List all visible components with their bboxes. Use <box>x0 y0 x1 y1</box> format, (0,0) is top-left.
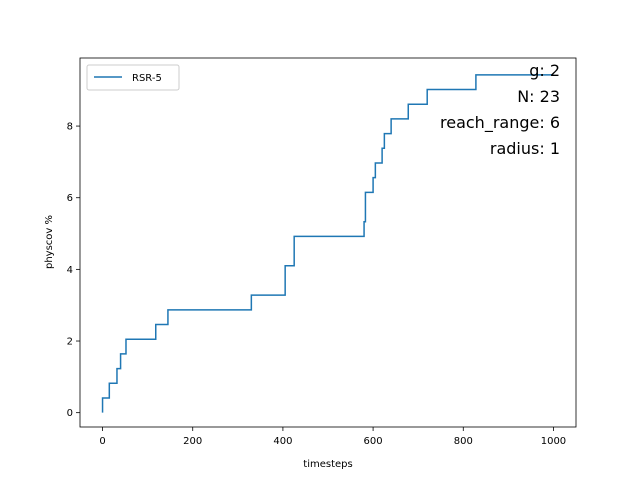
y-tick-label: 4 <box>67 265 73 276</box>
x-tick-label: 0 <box>99 436 105 447</box>
series-line-rsr-5 <box>101 74 554 413</box>
x-tick-label: 400 <box>273 436 292 447</box>
annotation-g: g: 2 <box>529 61 560 80</box>
annotation-radius: radius: 1 <box>490 139 560 158</box>
plot-area <box>80 58 576 427</box>
y-tick-label: 0 <box>67 408 73 419</box>
x-tick-label: 800 <box>454 436 473 447</box>
annotation-block: g: 2 N: 23 reach_range: 6 radius: 1 <box>440 61 560 158</box>
y-axis-ticks: 0 2 4 6 8 <box>67 122 80 419</box>
x-axis-label: timesteps <box>303 459 352 470</box>
annotation-reach-range: reach_range: 6 <box>440 113 560 133</box>
series-layer <box>101 74 554 413</box>
x-tick-label: 1000 <box>541 436 566 447</box>
y-tick-label: 8 <box>67 122 73 133</box>
x-tick-label: 600 <box>364 436 383 447</box>
x-tick-label: 200 <box>183 436 202 447</box>
legend-entry-rsr-5: RSR-5 <box>132 73 162 84</box>
annotation-n: N: 23 <box>517 87 560 106</box>
y-axis-label: physcov % <box>44 215 55 269</box>
x-axis-ticks: 0 200 400 600 800 1000 <box>99 427 566 447</box>
plot-frame <box>79 57 577 428</box>
legend-box <box>86 64 180 91</box>
legend: RSR-5 <box>86 64 180 91</box>
y-tick-label: 2 <box>67 337 73 348</box>
y-tick-label: 6 <box>67 193 73 204</box>
